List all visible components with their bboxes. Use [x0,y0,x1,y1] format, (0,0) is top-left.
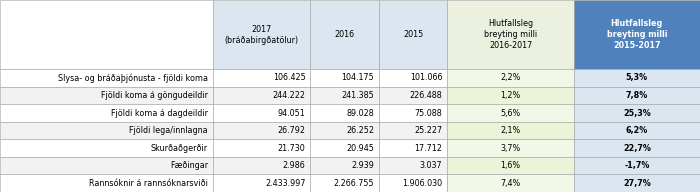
Text: 2,1%: 2,1% [500,126,521,135]
Bar [379,139,447,157]
Text: Slysa- og bráðaþjónusta - fjöldi koma: Slysa- og bráðaþjónusta - fjöldi koma [58,73,208,83]
Text: 2015: 2015 [403,30,424,39]
Text: 1,2%: 1,2% [500,91,521,100]
Bar [574,0,700,69]
Bar [574,87,700,104]
Bar [574,157,700,175]
Bar [213,157,310,175]
Bar [213,175,310,192]
Text: 94.051: 94.051 [278,108,305,118]
Text: 5,3%: 5,3% [626,73,648,82]
Text: Fæðingar: Fæðingar [170,161,208,170]
Text: 2,2%: 2,2% [500,73,521,82]
Bar [0,139,213,157]
Text: 2017
(bráðabirgðatölur): 2017 (bráðabirgðatölur) [225,25,299,45]
Bar [0,69,213,87]
Text: Hlutfallsleg
breyting milli
2016-2017: Hlutfallsleg breyting milli 2016-2017 [484,19,537,50]
Bar [310,157,379,175]
Text: 104.175: 104.175 [341,73,374,82]
Bar [574,69,700,87]
Bar [379,0,447,69]
Bar [379,157,447,175]
Text: 26.252: 26.252 [346,126,374,135]
Text: 241.385: 241.385 [341,91,374,100]
Bar [447,69,574,87]
Bar [379,87,447,104]
Text: 6,2%: 6,2% [626,126,648,135]
Text: 5,6%: 5,6% [500,108,521,118]
Bar [574,175,700,192]
Bar [0,87,213,104]
Bar [574,104,700,122]
Text: 2.986: 2.986 [283,161,305,170]
Text: 25,3%: 25,3% [623,108,651,118]
Text: 244.222: 244.222 [272,91,305,100]
Bar [213,69,310,87]
Text: 25.227: 25.227 [414,126,442,135]
Bar [0,157,213,175]
Text: 27,7%: 27,7% [623,179,651,188]
Text: 7,8%: 7,8% [626,91,648,100]
Bar [447,157,574,175]
Bar [447,0,574,69]
Bar [447,87,574,104]
Bar [310,69,379,87]
Text: Hlutfallsleg
breyting milli
2015-2017: Hlutfallsleg breyting milli 2015-2017 [607,19,667,50]
Text: 89.028: 89.028 [346,108,374,118]
Bar [310,175,379,192]
Bar [213,87,310,104]
Text: Fjöldi lega/innlagna: Fjöldi lega/innlagna [130,126,208,135]
Bar [0,175,213,192]
Text: 26.792: 26.792 [277,126,305,135]
Text: 22,7%: 22,7% [623,144,651,153]
Text: 7,4%: 7,4% [500,179,521,188]
Text: 75.088: 75.088 [415,108,442,118]
Bar [310,87,379,104]
Bar [574,122,700,139]
Bar [310,0,379,69]
Text: 20.945: 20.945 [346,144,374,153]
Bar [310,139,379,157]
Text: 226.488: 226.488 [410,91,442,100]
Text: Fjöldi koma á dagdeildir: Fjöldi koma á dagdeildir [111,108,208,118]
Bar [447,175,574,192]
Text: 21.730: 21.730 [278,144,305,153]
Bar [379,175,447,192]
Text: 3,7%: 3,7% [500,144,521,153]
Text: 3.037: 3.037 [420,161,442,170]
Bar [379,104,447,122]
Bar [447,104,574,122]
Bar [310,104,379,122]
Bar [0,104,213,122]
Text: 2.939: 2.939 [351,161,374,170]
Bar [0,0,213,69]
Bar [213,0,310,69]
Bar [379,69,447,87]
Text: 1,6%: 1,6% [500,161,521,170]
Text: Rannsóknir á rannsóknarsviði: Rannsóknir á rannsóknarsviði [89,179,208,188]
Bar [213,104,310,122]
Bar [0,122,213,139]
Text: 1.906.030: 1.906.030 [402,179,442,188]
Bar [379,122,447,139]
Bar [310,122,379,139]
Text: 106.425: 106.425 [273,73,305,82]
Bar [447,139,574,157]
Text: Fjöldi koma á göngudeildir: Fjöldi koma á göngudeildir [101,91,208,100]
Text: 2.266.755: 2.266.755 [333,179,374,188]
Bar [213,122,310,139]
Bar [213,139,310,157]
Text: 101.066: 101.066 [410,73,442,82]
Text: Skurðaðgerðir: Skurðaðgerðir [151,144,208,153]
Text: 17.712: 17.712 [414,144,442,153]
Bar [574,139,700,157]
Bar [447,122,574,139]
Text: -1,7%: -1,7% [624,161,650,170]
Text: 2016: 2016 [335,30,355,39]
Text: 2.433.997: 2.433.997 [265,179,305,188]
